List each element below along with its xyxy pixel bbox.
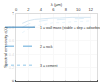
svg-text:10: 10	[76, 7, 81, 12]
svg-text:0: 0	[15, 7, 18, 12]
svg-text:12: 12	[89, 7, 94, 12]
svg-text:8: 8	[65, 7, 68, 12]
svg-text:1 = wall mass (stable + dep +: 1 = wall mass (stable + dep + adsorbed s…	[40, 26, 100, 30]
svg-text:0: 0	[12, 78, 15, 84]
svg-text:4: 4	[40, 7, 43, 12]
svg-text:2: 2	[27, 7, 30, 12]
svg-text:Spectral emissivity ε(λ): Spectral emissivity ε(λ)	[3, 26, 8, 67]
svg-text:6: 6	[52, 7, 55, 12]
svg-text:λ (µm): λ (µm)	[51, 2, 63, 7]
svg-text:3 = cement: 3 = cement	[40, 64, 57, 68]
svg-text:2 = rock: 2 = rock	[40, 45, 53, 49]
